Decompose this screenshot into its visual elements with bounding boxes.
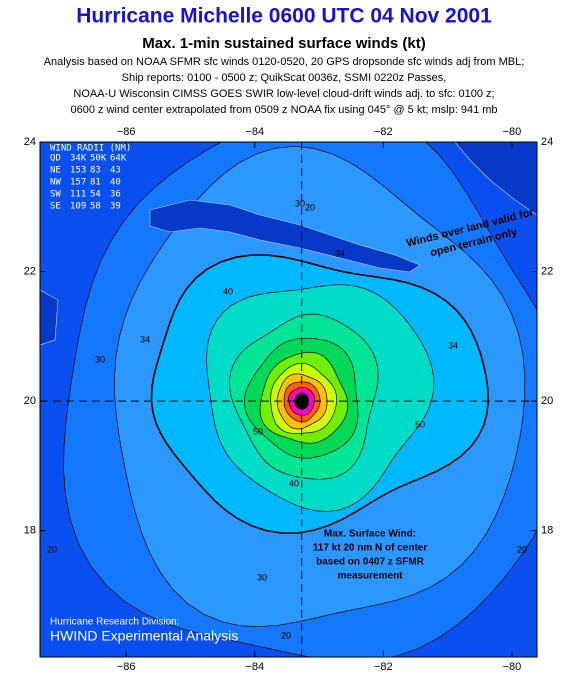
footer: HWIND Experimental Analysis xyxy=(50,628,238,644)
note: NOAA-U Wisconsin CIMSS GOES SWIR low-lev… xyxy=(73,88,494,100)
wind-radii-cell: NE xyxy=(50,166,61,176)
x-tick-label: −80 xyxy=(503,126,522,138)
y-tick-label: 18 xyxy=(24,525,36,537)
max-wind-note: 117 kt 20 nm N of center xyxy=(313,543,428,554)
wind-radii-cell: 109 xyxy=(70,202,86,212)
wind-radii-cell: 153 xyxy=(70,166,86,176)
note: 0600 z wind center extrapolated from 050… xyxy=(70,104,497,116)
wind-radii-cell: SW xyxy=(50,190,61,200)
note: Analysis based on NOAA SFMR sfc winds 01… xyxy=(44,56,525,68)
contour-label: 34 xyxy=(140,334,150,344)
contour-label: 20 xyxy=(47,544,57,554)
y-tick-label: 22 xyxy=(24,265,36,277)
x-tick-label: −80 xyxy=(503,661,522,673)
contour-label: 20 xyxy=(281,630,291,640)
x-tick-label: −84 xyxy=(245,661,264,673)
wind-radii-header: 34K xyxy=(70,154,87,164)
land xyxy=(454,142,537,216)
wind-radii-cell: 54 xyxy=(90,190,101,200)
y-tick-label: 24 xyxy=(541,136,553,148)
y-tick-label: 20 xyxy=(24,395,36,407)
x-tick-label: −84 xyxy=(245,126,264,138)
contour-label: 20 xyxy=(517,544,527,554)
y-tick-label: 22 xyxy=(541,265,553,277)
x-tick-label: −86 xyxy=(117,661,136,673)
wind-radii-cell: 157 xyxy=(70,178,86,188)
max-wind-note: Max. Surface Wind: xyxy=(324,529,416,540)
contour-label: 50 xyxy=(415,419,425,429)
wind-radii-cell: SE xyxy=(50,202,61,212)
wind-radii-cell: 83 xyxy=(90,166,101,176)
wind-radii-header: 50K xyxy=(90,154,107,164)
wind-radii-cell: 58 xyxy=(90,202,101,212)
wind-radii-header: 64K xyxy=(110,154,127,164)
frame xyxy=(39,141,538,658)
wind-radii-cell: NW xyxy=(50,178,61,188)
y-tick-label: 20 xyxy=(541,395,553,407)
x-tick-label: −82 xyxy=(374,126,393,138)
wind-radii-cell: 111 xyxy=(70,190,86,200)
footer: Hurricane Research Division: xyxy=(50,617,180,628)
wind-radii-cell: 43 xyxy=(110,166,121,176)
contour-label: 30 xyxy=(295,198,305,208)
wind-radii-cell: 40 xyxy=(110,178,121,188)
contour-label: 34 xyxy=(448,340,458,350)
x-tick-label: −82 xyxy=(374,661,393,673)
contour-label: 30 xyxy=(257,572,267,582)
wind-radii-cell: 81 xyxy=(90,178,101,188)
wind-radii-cell: 36 xyxy=(110,190,121,200)
land xyxy=(40,289,59,346)
contour-label: 40 xyxy=(289,478,299,488)
note: Ship reports: 0100 - 0500 z; QuikScat 00… xyxy=(122,72,447,84)
contour-label: 20 xyxy=(305,202,315,212)
max-wind-note: measurement xyxy=(337,571,403,582)
wind-radii-cell: 39 xyxy=(110,202,121,212)
y-tick-label: 24 xyxy=(24,136,36,148)
contour-label: 50 xyxy=(253,426,263,436)
wind-radii-header: QD xyxy=(50,154,61,164)
y-tick-label: 18 xyxy=(541,525,553,537)
land xyxy=(149,199,421,273)
title: Hurricane Michelle 0600 UTC 04 Nov 2001 xyxy=(76,5,492,28)
contour-label: 30 xyxy=(95,354,105,364)
wind-radii-title: WIND RADII (NM) xyxy=(50,144,131,154)
max-wind-note: based on 0407 z SFMR xyxy=(316,557,425,568)
x-tick-label: −86 xyxy=(117,126,136,138)
contour-label: 34 xyxy=(335,248,345,258)
contour-label: 40 xyxy=(223,286,233,296)
subtitle: Max. 1-min sustained surface winds (kt) xyxy=(142,35,425,52)
